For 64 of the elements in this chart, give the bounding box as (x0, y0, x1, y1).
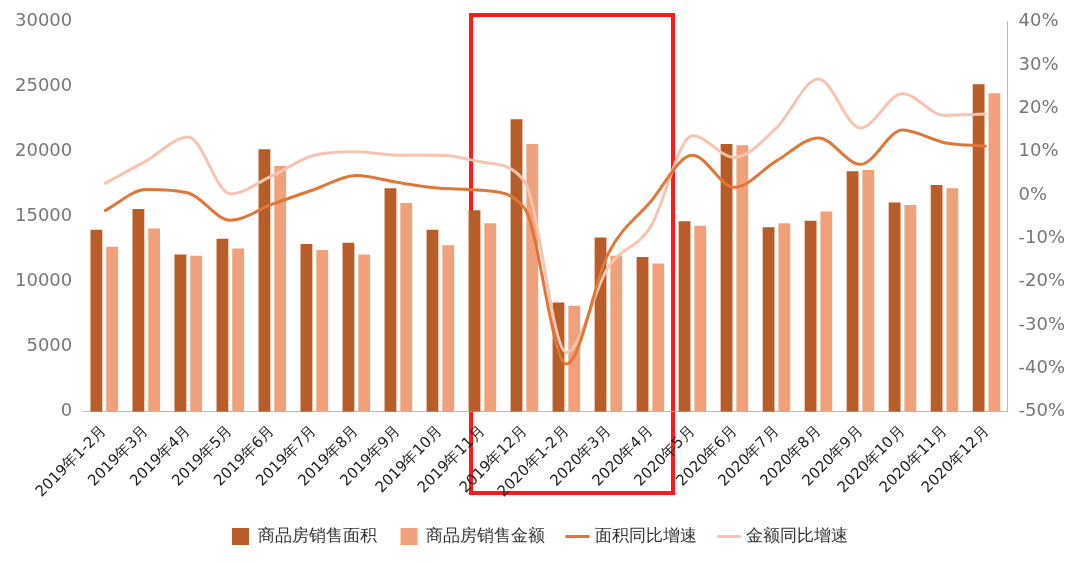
y-tick-label: 30000 (15, 9, 73, 31)
bar (468, 210, 481, 412)
y2-tick-label: 40% (1018, 9, 1059, 31)
y2-tick-label: -30% (1018, 312, 1066, 334)
bar (846, 171, 859, 412)
bar (484, 223, 497, 412)
y-tick-label: 10000 (15, 269, 73, 291)
y2-tick-label: 20% (1018, 96, 1059, 118)
bar (358, 254, 371, 412)
y2-tick-label: -40% (1018, 356, 1066, 378)
bar (526, 143, 539, 412)
bar (820, 211, 833, 412)
bar (216, 238, 229, 412)
bar (132, 208, 145, 412)
bar (190, 255, 203, 412)
y-tick-label: 25000 (15, 74, 73, 96)
y2-tick-label: 0% (1018, 182, 1048, 204)
bar (804, 220, 817, 412)
y2-tick-label: -10% (1018, 226, 1066, 248)
bar (678, 221, 691, 412)
bar (258, 149, 271, 412)
bar (232, 248, 245, 412)
bar (148, 228, 161, 412)
y-tick-label: 5000 (26, 334, 73, 356)
line-series (102, 77, 988, 354)
bar (316, 249, 329, 412)
bar (694, 225, 707, 412)
bar (106, 246, 119, 412)
bar (946, 188, 959, 412)
bar (862, 169, 875, 412)
bar (972, 84, 985, 412)
legend-label: 面积同比增速 (594, 524, 697, 545)
bar (904, 205, 917, 412)
line-series (102, 128, 988, 366)
bar (384, 188, 397, 412)
bar (762, 227, 775, 412)
legend-label: 商品房销售面积 (257, 524, 377, 545)
bar (510, 119, 523, 412)
y-tick-label: 15000 (15, 204, 73, 226)
bar (342, 242, 355, 412)
y2-tick-label: -20% (1018, 269, 1066, 291)
y-tick-label: 0 (60, 399, 73, 421)
bar (778, 223, 791, 412)
bar (426, 229, 439, 412)
bar (930, 184, 943, 412)
bar (274, 166, 287, 412)
bar (300, 244, 313, 412)
bar (174, 254, 187, 412)
bar (888, 202, 901, 412)
y2-tick-label: 10% (1018, 139, 1059, 161)
legend-label: 金额同比增速 (746, 524, 848, 545)
y2-tick-label: -50% (1018, 399, 1066, 421)
bar (636, 257, 649, 412)
bar (400, 203, 413, 412)
y2-tick-label: 30% (1018, 52, 1059, 74)
bar (90, 229, 103, 412)
bar (442, 245, 455, 412)
bar (652, 263, 665, 412)
bar (720, 143, 733, 412)
legend-label: 商品房销售金额 (426, 524, 545, 545)
bar (988, 93, 1001, 412)
bar (736, 145, 749, 412)
bar (610, 255, 623, 412)
y-tick-label: 20000 (15, 139, 73, 161)
